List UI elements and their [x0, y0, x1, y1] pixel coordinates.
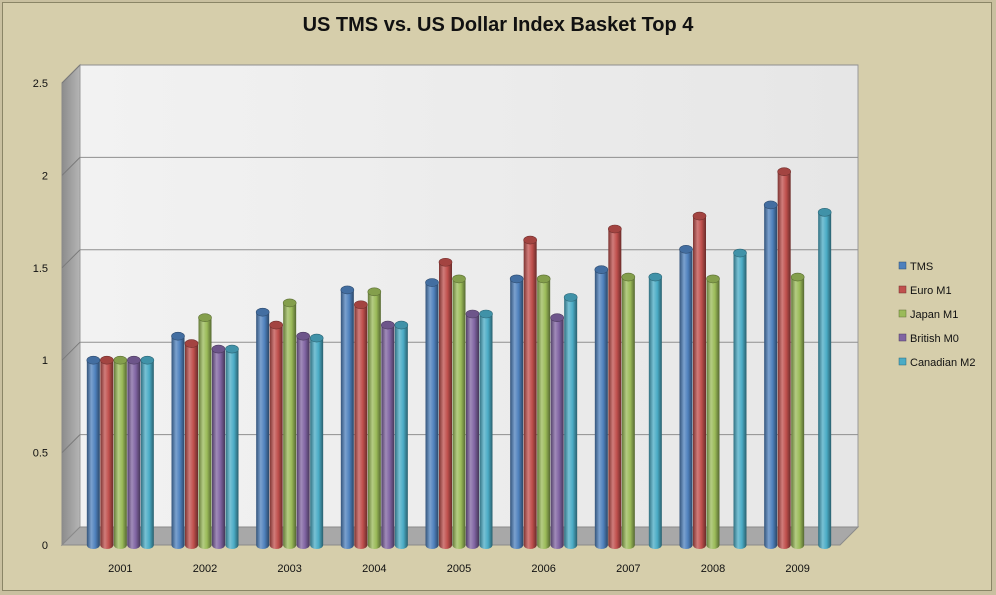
gridline-side	[61, 157, 81, 176]
bar-tms-2005	[425, 278, 439, 549]
gridline-side	[61, 64, 81, 84]
bar-japan-m1-2005	[452, 274, 466, 549]
bar-canadian-m2-2003	[309, 333, 324, 549]
legend-item-euro-m1: Euro M1	[910, 285, 952, 297]
bar-canadian-m2-2001	[140, 355, 155, 549]
bar-japan-m1-2002	[198, 313, 212, 549]
bar-euro-m1-2006	[523, 235, 537, 549]
bar-canadian-m2-2006	[563, 293, 578, 549]
bar-canadian-m2-2002	[225, 344, 239, 549]
bar-tms-2007	[594, 265, 609, 549]
legend-item-british-m0: British M0	[910, 333, 959, 345]
bar-japan-m1-2009	[790, 272, 805, 549]
bar-euro-m1-2009	[777, 167, 791, 550]
x-tick-label: 2006	[531, 563, 555, 575]
bar-tms-2003	[255, 307, 270, 549]
bar-euro-m1-2008	[692, 211, 707, 549]
x-tick-label: 2003	[277, 563, 301, 575]
legend-swatch	[898, 285, 907, 294]
x-tick-label: 2002	[193, 563, 217, 575]
bar-canadian-m2-2005	[479, 309, 493, 549]
bar-japan-m1-2006	[536, 274, 551, 549]
gridline-side	[61, 341, 81, 361]
bar-tms-2009	[763, 200, 778, 549]
legend-item-tms: TMS	[910, 261, 933, 273]
y-tick-label: 0	[42, 540, 48, 552]
side-wall	[61, 63, 81, 547]
bar-euro-m1-2007	[608, 224, 622, 549]
y-tick-label: 2.5	[33, 78, 48, 90]
x-tick-label: 2008	[701, 563, 725, 575]
bar-british-m0-2006	[550, 313, 564, 549]
y-tick-label: 0.5	[33, 448, 48, 460]
bar-japan-m1-2008	[706, 274, 720, 549]
y-tick-label: 1	[42, 355, 48, 367]
x-tick-label: 2007	[616, 563, 640, 575]
legend-item-japan-m1: Japan M1	[910, 309, 958, 321]
bar-euro-m1-2005	[438, 257, 453, 549]
y-tick-label: 1.5	[33, 263, 48, 275]
legend-item-canadian-m2: Canadian M2	[910, 357, 975, 369]
bar-japan-m1-2003	[282, 298, 297, 549]
x-tick-label: 2005	[447, 563, 471, 575]
legend-swatch	[898, 333, 907, 342]
bar-canadian-m2-2009	[817, 208, 832, 550]
y-tick-label: 2	[42, 170, 48, 182]
bar-tms-2006	[509, 274, 524, 549]
bar-euro-m1-2002	[184, 339, 199, 549]
bar-canadian-m2-2008	[733, 248, 747, 550]
bar-euro-m1-2001	[100, 355, 114, 549]
bar-euro-m1-2003	[269, 320, 283, 549]
bar-british-m0-2002	[211, 344, 226, 549]
bar-japan-m1-2001	[113, 355, 128, 549]
x-tick-label: 2001	[108, 563, 132, 575]
legend-swatch	[898, 357, 907, 366]
bar-british-m0-2004	[381, 320, 395, 549]
x-tick-label: 2009	[785, 563, 809, 575]
bar-japan-m1-2004	[367, 287, 382, 549]
chart-title: US TMS vs. US Dollar Index Basket Top 4	[302, 14, 694, 36]
x-tick-label: 2004	[362, 563, 386, 575]
bar-tms-2004	[340, 285, 355, 549]
bar-tms-2002	[171, 331, 185, 549]
bar-tms-2008	[679, 245, 693, 549]
bar-euro-m1-2004	[354, 300, 368, 549]
bar-british-m0-2003	[296, 331, 310, 549]
bar-british-m0-2001	[127, 355, 141, 549]
bar-tms-2001	[86, 355, 101, 549]
gridline-side	[61, 434, 81, 453]
legend-swatch	[898, 309, 907, 318]
legend-swatch	[898, 261, 907, 270]
bar-canadian-m2-2004	[394, 320, 409, 549]
bar-japan-m1-2007	[621, 272, 636, 549]
bar-british-m0-2005	[465, 309, 480, 549]
bar-canadian-m2-2007	[648, 272, 663, 549]
gridline-side	[61, 249, 81, 269]
